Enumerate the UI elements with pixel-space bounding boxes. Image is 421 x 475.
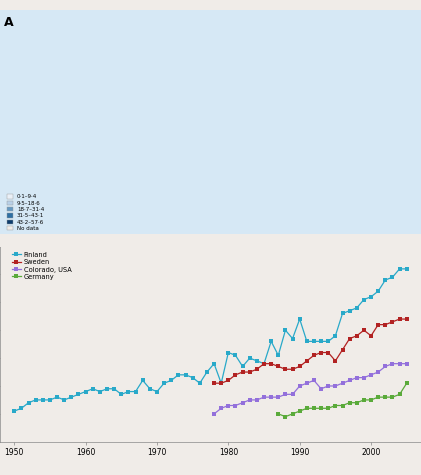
Text: A: A: [4, 16, 14, 29]
Sweden: [347, 336, 352, 342]
Colorado, USA: [347, 378, 352, 383]
Colorado, USA: [368, 372, 373, 378]
Germany: [368, 397, 373, 403]
Colorado, USA: [304, 380, 309, 386]
Sweden: [211, 380, 216, 386]
Colorado, USA: [261, 394, 266, 400]
Germany: [383, 394, 388, 400]
Germany: [340, 403, 345, 408]
Sweden: [368, 333, 373, 339]
Sweden: [312, 352, 317, 358]
Colorado, USA: [383, 363, 388, 369]
Colorado, USA: [283, 391, 288, 397]
Sweden: [276, 363, 281, 369]
Colorado, USA: [390, 361, 395, 367]
Germany: [319, 406, 324, 411]
Sweden: [361, 327, 366, 333]
Sweden: [247, 369, 252, 375]
Sweden: [390, 319, 395, 325]
Finland: [155, 389, 160, 394]
Colorado, USA: [276, 394, 281, 400]
Sweden: [254, 366, 259, 372]
Finland: [233, 352, 238, 358]
Line: Germany: Germany: [277, 382, 408, 418]
Line: Finland: Finland: [13, 267, 408, 413]
Colorado, USA: [269, 394, 274, 400]
Germany: [290, 411, 295, 417]
Sweden: [333, 358, 338, 364]
Sweden: [340, 347, 345, 352]
Colorado, USA: [290, 391, 295, 397]
Sweden: [240, 369, 245, 375]
Sweden: [283, 366, 288, 372]
Line: Sweden: Sweden: [213, 317, 408, 385]
Germany: [347, 400, 352, 406]
Colorado, USA: [397, 361, 402, 367]
Germany: [304, 406, 309, 411]
Legend: 0·1–9·4, 9·5–18·6, 18·7–31·4, 31·5–43·1, 43·2–57·6, No data: 0·1–9·4, 9·5–18·6, 18·7–31·4, 31·5–43·1,…: [7, 194, 44, 231]
Germany: [404, 380, 409, 386]
Legend: Finland, Sweden, Colorado, USA, Germany: Finland, Sweden, Colorado, USA, Germany: [12, 252, 72, 280]
Colorado, USA: [340, 380, 345, 386]
Germany: [283, 414, 288, 419]
Colorado, USA: [211, 411, 216, 417]
Sweden: [397, 316, 402, 322]
Colorado, USA: [240, 400, 245, 406]
Colorado, USA: [226, 403, 231, 408]
Germany: [397, 391, 402, 397]
Colorado, USA: [354, 375, 359, 380]
Colorado, USA: [376, 369, 381, 375]
Germany: [390, 394, 395, 400]
Sweden: [226, 378, 231, 383]
Colorado, USA: [319, 386, 324, 391]
Germany: [326, 406, 331, 411]
Finland: [19, 406, 24, 411]
Colorado, USA: [233, 403, 238, 408]
Finland: [312, 339, 317, 344]
Finland: [404, 266, 409, 272]
Colorado, USA: [404, 361, 409, 367]
Sweden: [376, 322, 381, 327]
Finland: [397, 266, 402, 272]
Sweden: [326, 350, 331, 355]
Germany: [276, 411, 281, 417]
Colorado, USA: [326, 383, 331, 389]
Colorado, USA: [297, 383, 302, 389]
Colorado, USA: [247, 397, 252, 403]
Sweden: [319, 350, 324, 355]
Sweden: [269, 361, 274, 367]
Sweden: [297, 363, 302, 369]
Sweden: [354, 333, 359, 339]
Germany: [354, 400, 359, 406]
Colorado, USA: [218, 406, 224, 411]
Finland: [254, 358, 259, 364]
Colorado, USA: [254, 397, 259, 403]
Sweden: [404, 316, 409, 322]
Colorado, USA: [361, 375, 366, 380]
Sweden: [233, 372, 238, 378]
Germany: [297, 408, 302, 414]
Line: Colorado, USA: Colorado, USA: [213, 362, 408, 416]
Germany: [312, 406, 317, 411]
Sweden: [218, 380, 224, 386]
Germany: [333, 403, 338, 408]
Sweden: [383, 322, 388, 327]
Colorado, USA: [333, 383, 338, 389]
Colorado, USA: [312, 378, 317, 383]
Germany: [361, 397, 366, 403]
Sweden: [304, 358, 309, 364]
Sweden: [261, 361, 266, 367]
Sweden: [290, 366, 295, 372]
Finland: [269, 339, 274, 344]
Germany: [376, 394, 381, 400]
Finland: [12, 408, 17, 414]
